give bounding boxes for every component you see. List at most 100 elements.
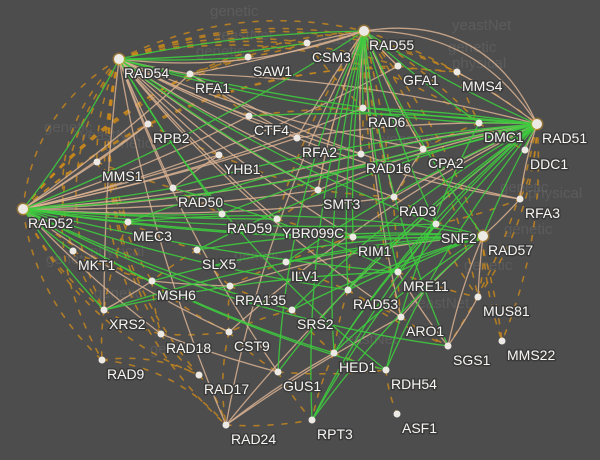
edge-RAD18-RAD17 xyxy=(160,333,200,376)
node-CPA2[interactable] xyxy=(419,145,427,153)
edge-RAD54-MKT1 xyxy=(61,58,120,252)
node-label-RFA3: RFA3 xyxy=(525,205,560,221)
node-MUS81[interactable] xyxy=(474,293,482,301)
edge-RAD52-MKT1 xyxy=(22,208,74,252)
node-ASF1[interactable] xyxy=(393,410,401,418)
node-RIM1[interactable] xyxy=(349,233,357,241)
node-GFA1[interactable] xyxy=(394,62,402,70)
edge-RAD51-RFA3 xyxy=(519,123,538,200)
node-SMT3[interactable] xyxy=(314,186,322,194)
node-label-SRS2: SRS2 xyxy=(297,316,334,332)
node-RAD16[interactable] xyxy=(357,150,365,158)
node-label-SGS1: SGS1 xyxy=(453,352,491,368)
node-label-HED1: HED1 xyxy=(339,359,377,375)
node-DMC1[interactable] xyxy=(475,119,483,127)
node-RFA3[interactable] xyxy=(516,195,524,203)
label-layer: RAD54 SAW1 CSM3 RAD55 GFA1 MMS4 RFA1 RPB2 CTF4 RA… xyxy=(27,36,589,449)
edge-RAD52-RAD53 xyxy=(22,208,349,291)
node-XRS2[interactable] xyxy=(100,306,108,314)
edge-RAD52-RAD9 xyxy=(22,208,103,361)
genemania-watermark: genetic xyxy=(44,119,93,136)
node-MSH6[interactable] xyxy=(148,277,156,285)
edge-RAD52-RAD16 xyxy=(22,153,362,210)
edge-RAD54-SMT3 xyxy=(118,58,319,191)
node-CST9[interactable] xyxy=(225,328,233,336)
node-MMS4[interactable] xyxy=(453,68,461,76)
node-RAD59[interactable] xyxy=(218,210,226,218)
node-MRE11[interactable] xyxy=(394,268,402,276)
node-RAD9[interactable] xyxy=(98,356,106,364)
node-RAD52[interactable] xyxy=(18,204,28,214)
node-ILV1[interactable] xyxy=(282,258,290,266)
edge-RAD51-RAD53 xyxy=(347,123,538,291)
edge-RAD55-RAD51 xyxy=(363,27,538,125)
node-RAD55[interactable] xyxy=(359,26,369,36)
node-YBR099C[interactable] xyxy=(273,215,281,223)
node-RAD18[interactable] xyxy=(157,330,165,338)
node-MMS1[interactable] xyxy=(93,158,101,166)
edge-RAD51-MRE11 xyxy=(397,123,538,273)
node-label-MSH6: MSH6 xyxy=(157,287,196,303)
edge-MEC3-XRS2 xyxy=(103,221,129,311)
node-RAD54[interactable] xyxy=(114,54,124,64)
node-CTF4[interactable] xyxy=(245,112,253,120)
node-GUS1[interactable] xyxy=(274,368,282,376)
node-RAD24[interactable] xyxy=(222,421,230,429)
edge-RAD55-DMC1 xyxy=(363,30,480,124)
node-HED1[interactable] xyxy=(330,349,338,357)
node-RAD51[interactable] xyxy=(532,119,542,129)
edge-RAD54-CSM3 xyxy=(118,37,308,60)
node-SRS2[interactable] xyxy=(288,306,296,314)
node-SLX5[interactable] xyxy=(193,246,201,254)
edge-RAD24-RPT3 xyxy=(225,419,313,427)
node-DDC1[interactable] xyxy=(521,146,529,154)
edge-RAD52-XRS2 xyxy=(22,208,105,311)
node-layer xyxy=(16,24,544,429)
node-label-CST9: CST9 xyxy=(234,338,270,354)
node-CSM3[interactable] xyxy=(303,39,311,47)
edge-RAD57-MUS81 xyxy=(477,235,485,298)
node-YHB1[interactable] xyxy=(215,151,223,159)
node-SGS1[interactable] xyxy=(444,342,452,350)
edge-SNF2-RAD3 xyxy=(393,196,437,225)
node-RAD53[interactable] xyxy=(344,286,352,294)
node-label-MMS4: MMS4 xyxy=(462,78,503,94)
node-ARO1[interactable] xyxy=(397,313,405,321)
node-RPB2[interactable] xyxy=(144,120,152,128)
edge-SNF2-RFA3 xyxy=(435,198,521,225)
node-label-MRE11: MRE11 xyxy=(403,278,449,294)
edge-MKT1-XRS2 xyxy=(72,250,105,311)
edge-RAD54-ARO1 xyxy=(118,58,402,318)
node-MKT1[interactable] xyxy=(69,247,77,255)
edge-RAD51-ILV1 xyxy=(285,123,538,263)
edge-RAD54-RAD55 xyxy=(118,19,365,60)
node-RAD50[interactable] xyxy=(169,184,177,192)
edge-RAD51-SRS2 xyxy=(291,123,538,311)
edge-GUS1-RPT3 xyxy=(277,371,313,421)
node-label-RAD59: RAD59 xyxy=(227,220,272,236)
node-RAD3[interactable] xyxy=(390,193,398,201)
edge-SAW1-CSM3 xyxy=(247,42,308,58)
edge-RAD51-GUS1 xyxy=(277,123,538,373)
edge-RAD51-CST9 xyxy=(228,123,538,333)
node-RAD6[interactable] xyxy=(359,104,367,112)
node-MMS22[interactable] xyxy=(498,337,506,345)
edge-DMC1-RDH54 xyxy=(385,122,480,371)
node-RFA1[interactable] xyxy=(186,70,194,78)
edge-RAD54-RAD24 xyxy=(118,58,227,426)
edge-YHB1-RAD50 xyxy=(172,154,220,189)
node-SAW1[interactable] xyxy=(244,53,252,61)
edge-RAD50-RAD59 xyxy=(172,187,223,215)
node-RAD57[interactable] xyxy=(478,231,488,241)
node-label-RIM1: RIM1 xyxy=(358,243,392,259)
edge-RAD55-SNF2 xyxy=(363,30,437,225)
node-MEC3[interactable] xyxy=(124,218,132,226)
node-SNF2[interactable] xyxy=(432,220,440,228)
node-RAD17[interactable] xyxy=(195,371,203,379)
node-RFA2[interactable] xyxy=(293,134,301,142)
node-RPA135[interactable] xyxy=(226,282,234,290)
node-RPT3[interactable] xyxy=(308,416,316,424)
edge-RAD55-SGS1 xyxy=(363,30,449,347)
node-RDH54[interactable] xyxy=(382,366,390,374)
